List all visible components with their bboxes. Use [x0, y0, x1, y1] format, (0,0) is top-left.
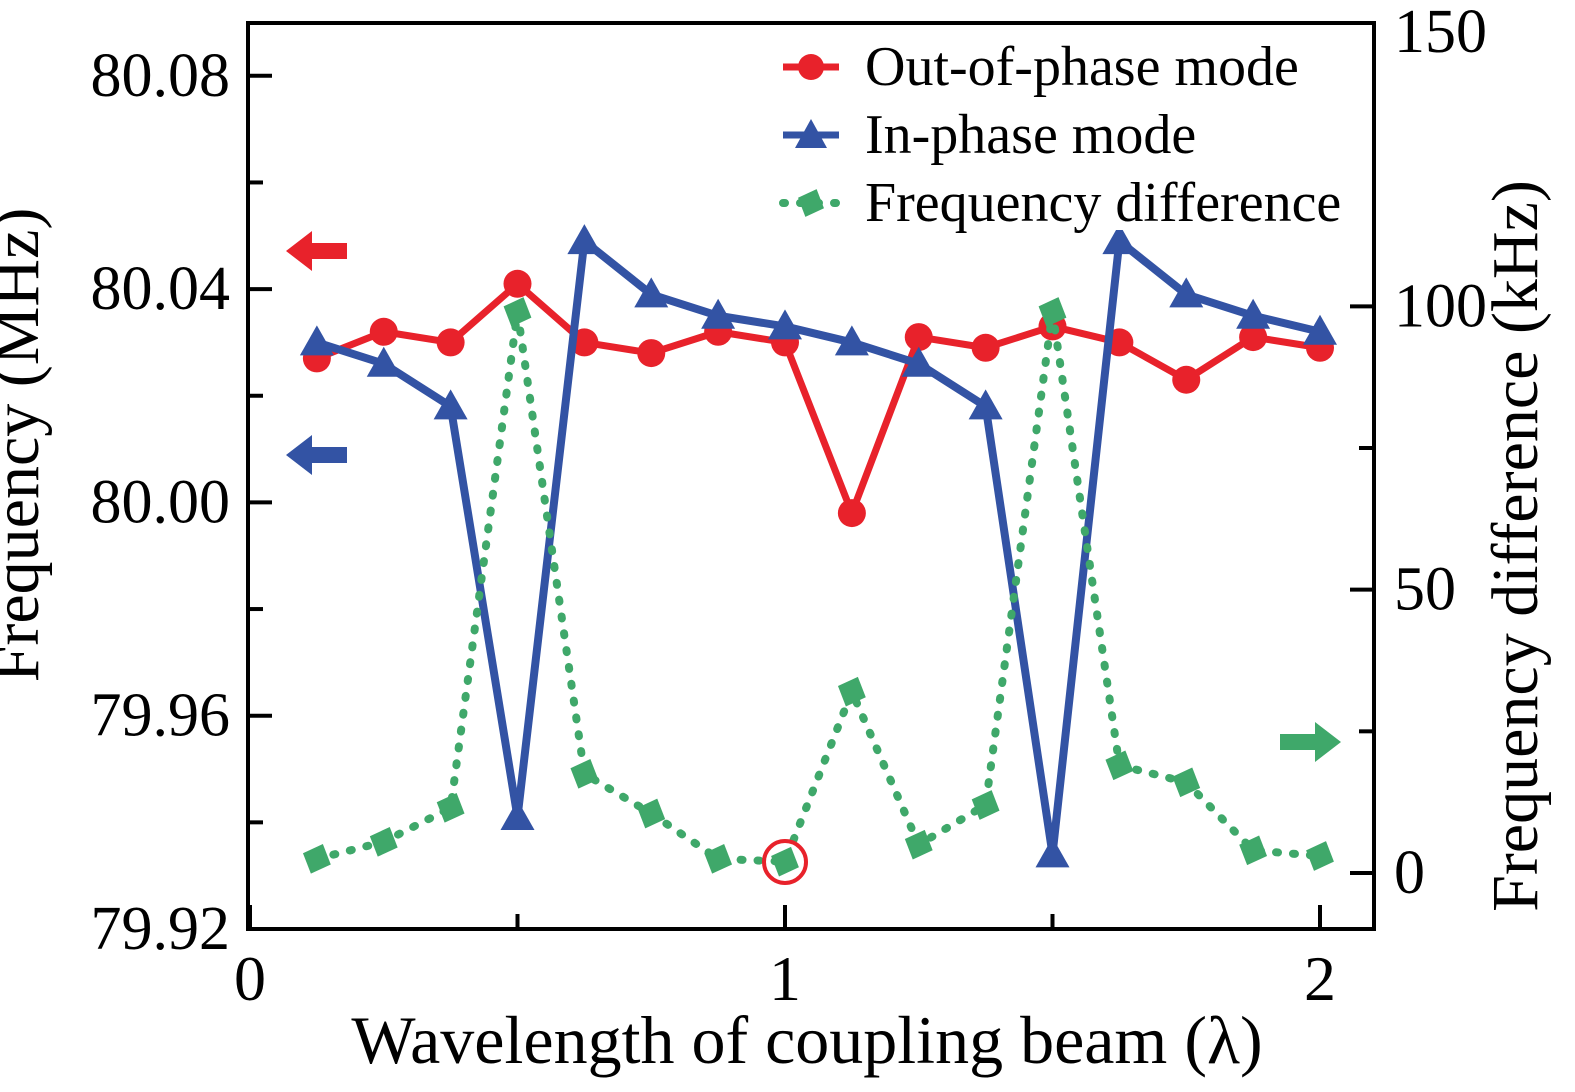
- in-phase-mode-line: [315, 237, 1321, 859]
- out-of-phase-point-marker: [971, 333, 1000, 362]
- legend-red-circle-marker-icon: [798, 54, 824, 80]
- x-axis-tick-label: 0: [234, 943, 266, 1014]
- in-phase-point-marker: [1169, 277, 1204, 308]
- series-layer: [299, 224, 1337, 877]
- green-right-arrow-icon: [1280, 722, 1341, 762]
- frequency-difference-point-marker: [570, 758, 599, 789]
- right-axis-tick-label: 0: [1394, 839, 1425, 907]
- red-left-arrow-icon: [286, 231, 347, 271]
- out-of-phase-point-marker: [503, 269, 532, 298]
- out-of-phase-point-marker: [369, 317, 398, 346]
- legend-label-frequency-difference: Frequency difference: [865, 172, 1341, 234]
- frequency-difference-point-marker: [704, 843, 733, 874]
- right-axis-title: Frequency difference (kHz): [1479, 180, 1552, 912]
- frequency-difference-point-marker: [369, 826, 398, 857]
- in-phase-point-marker: [834, 325, 869, 356]
- legend-green-diamond-marker-icon: [798, 189, 824, 217]
- frequency-difference-point-marker: [904, 829, 933, 860]
- in-phase-point-marker: [901, 346, 936, 377]
- right-axis-tick-label: 50: [1394, 556, 1456, 624]
- frequency-difference-point-marker: [1172, 767, 1201, 798]
- out-of-phase-point-marker: [637, 339, 666, 368]
- legend: Out-of-phase mode In-phase mode Frequenc…: [752, 28, 1372, 234]
- frequency-difference-point-marker: [971, 790, 1000, 820]
- legend-item-in-phase: In-phase mode: [783, 104, 1196, 166]
- frequency-difference-point-marker: [637, 798, 666, 829]
- legend-label-out-of-phase: Out-of-phase mode: [865, 36, 1299, 98]
- frequency-difference-line: [312, 307, 1324, 866]
- left-axis-tick-label: 80.00: [91, 468, 231, 536]
- in-phase-point-marker: [1102, 224, 1137, 255]
- left-axis-title: Frequency (MHz): [0, 208, 53, 683]
- x-axis-tick-label: 2: [1304, 943, 1336, 1014]
- left-axis-tick-label: 79.96: [91, 682, 231, 750]
- in-phase-point-marker: [299, 325, 334, 356]
- left-axis-tick-label: 80.04: [91, 255, 231, 323]
- in-phase-point-marker: [1236, 298, 1271, 329]
- legend-blue-triangle-marker-icon: [795, 119, 827, 148]
- in-phase-point-marker: [968, 389, 1003, 420]
- out-of-phase-point-marker: [837, 499, 866, 528]
- frequency-difference-point-marker: [1105, 750, 1134, 781]
- x-axis-title: Wavelength of coupling beam (λ): [351, 1002, 1262, 1078]
- in-phase-point-marker: [366, 346, 401, 377]
- left-axis-tick-label: 79.92: [91, 895, 231, 963]
- out-of-phase-mode-line: [315, 280, 1321, 517]
- frequency-difference-point-marker: [1306, 841, 1334, 871]
- out-of-phase-point-marker: [436, 328, 465, 357]
- frequency-difference-point-marker: [302, 843, 331, 874]
- in-phase-point-marker: [634, 277, 669, 308]
- frequency-difference-point-marker: [1038, 297, 1067, 327]
- in-phase-mode-series: [299, 224, 1337, 868]
- out-of-phase-point-marker: [904, 323, 933, 352]
- in-phase-point-marker: [1035, 837, 1070, 868]
- legend-item-frequency-difference: Frequency difference: [779, 172, 1341, 234]
- right-axis-tick-label: 150: [1394, 0, 1487, 66]
- legend-item-out-of-phase: Out-of-phase mode: [783, 36, 1299, 98]
- plot-frame: [246, 21, 1376, 931]
- frequency-difference-point-marker: [837, 676, 866, 707]
- in-phase-point-marker: [701, 298, 736, 329]
- in-phase-point-marker: [500, 800, 535, 831]
- frequency-difference-point-marker: [503, 297, 532, 327]
- out-of-phase-point-marker: [1172, 365, 1201, 394]
- right-axis-tick-label: 100: [1394, 272, 1487, 340]
- x-axis-tick-label: 1: [769, 943, 801, 1014]
- blue-left-arrow-icon: [286, 435, 347, 475]
- legend-label-in-phase: In-phase mode: [865, 104, 1196, 166]
- in-phase-point-marker: [567, 224, 602, 255]
- legend-background: [752, 28, 1372, 230]
- in-phase-point-marker: [768, 309, 802, 340]
- in-phase-point-marker: [1303, 314, 1337, 345]
- frequency-difference-series: [302, 297, 1334, 877]
- frequency-difference-point-marker: [436, 792, 465, 823]
- frequency-difference-point-marker: [1239, 835, 1268, 866]
- in-phase-point-marker: [433, 389, 468, 420]
- circled-point-annotation: [762, 839, 808, 885]
- frequency-difference-point-marker: [771, 846, 799, 877]
- left-axis-tick-label: 80.08: [91, 42, 231, 110]
- out-of-phase-point-marker: [1239, 323, 1268, 352]
